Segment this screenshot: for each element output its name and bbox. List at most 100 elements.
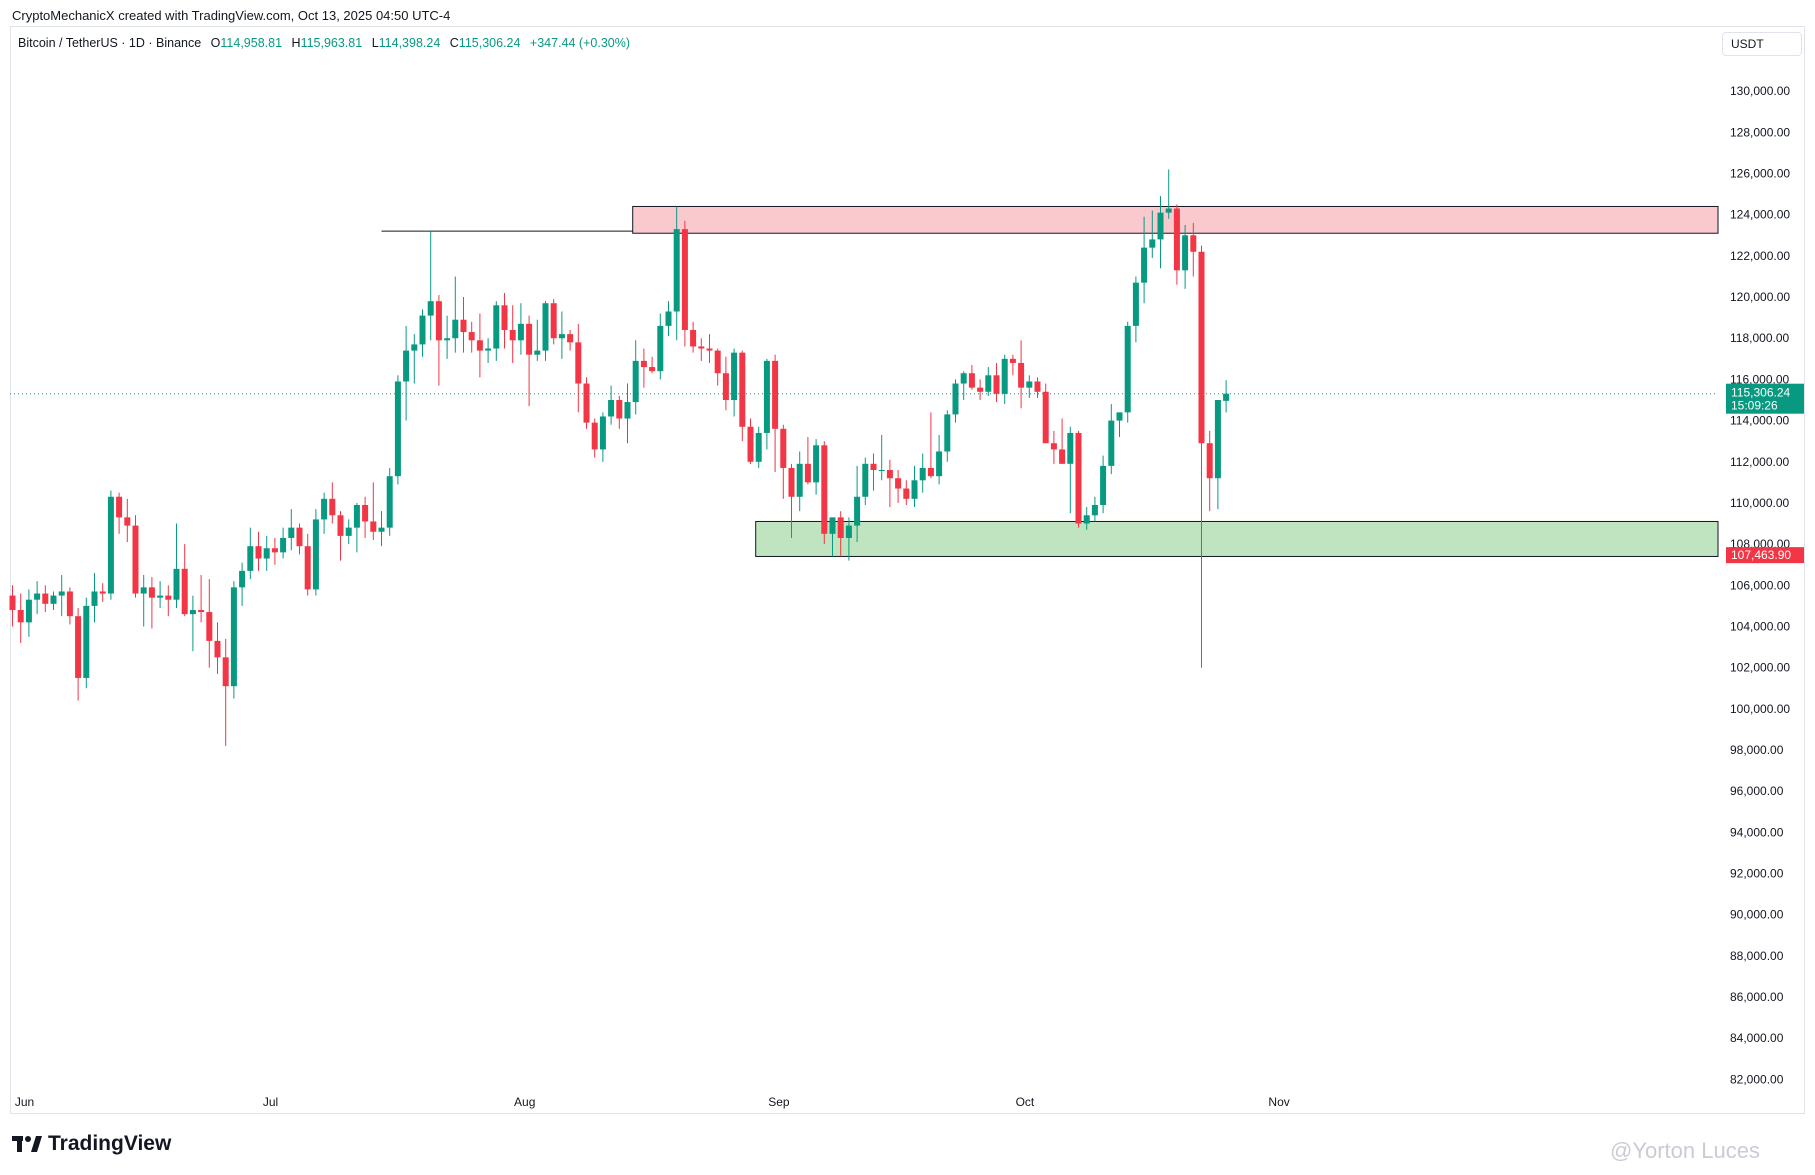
candle-body xyxy=(862,463,869,497)
candle-body xyxy=(1173,208,1180,271)
candle-body xyxy=(189,610,196,615)
candle-body xyxy=(673,229,680,312)
candle-body xyxy=(772,360,779,429)
candle-body xyxy=(706,348,713,351)
candle-body xyxy=(854,496,861,526)
y-tick-label: 122,000.00 xyxy=(1730,249,1790,263)
low-value: 114,398.24 xyxy=(378,36,441,50)
candle-body xyxy=(9,595,16,610)
candle-body xyxy=(944,414,951,452)
candle-body xyxy=(493,305,500,349)
candle-body xyxy=(550,303,557,339)
candle-body xyxy=(665,311,672,326)
candle-body xyxy=(271,548,278,553)
candle-body xyxy=(1116,412,1123,421)
candle-body xyxy=(1091,505,1098,516)
candle-body xyxy=(1042,391,1049,444)
candle-body xyxy=(58,591,65,596)
candle-body xyxy=(91,591,98,606)
tradingview-logo[interactable]: TradingView xyxy=(12,1132,171,1156)
x-tick-label: Nov xyxy=(1268,1095,1289,1109)
y-tick-label: 112,000.00 xyxy=(1730,455,1789,469)
candle-body xyxy=(1018,362,1025,388)
candle-body xyxy=(599,416,606,450)
candle-body xyxy=(567,334,574,343)
candle-body xyxy=(542,303,549,351)
candle-body xyxy=(878,470,885,471)
candle-body xyxy=(321,498,328,520)
y-tick-label: 94,000.00 xyxy=(1730,825,1784,839)
candle-body xyxy=(739,352,746,427)
candle-body xyxy=(288,527,295,538)
candle-body xyxy=(1059,449,1066,464)
candle-body xyxy=(1165,208,1172,213)
candle-body xyxy=(747,426,754,462)
y-tick-label: 96,000.00 xyxy=(1730,784,1784,798)
chart-attribution: CryptoMechanicX created with TradingView… xyxy=(12,8,451,23)
x-tick-label: Aug xyxy=(514,1095,535,1109)
low-price-tag xyxy=(1726,547,1804,564)
candle-body xyxy=(42,593,49,604)
candle-body xyxy=(165,595,172,600)
candle-body xyxy=(1124,325,1131,413)
candle-body xyxy=(75,616,82,678)
candle-body xyxy=(911,480,918,499)
y-tick-label: 102,000.00 xyxy=(1730,661,1790,675)
candle-body xyxy=(927,467,934,477)
high-label: H xyxy=(291,36,301,50)
candle-body xyxy=(247,546,254,571)
candle-body xyxy=(690,330,697,347)
candle-body xyxy=(116,496,123,518)
candle-body xyxy=(181,568,188,615)
candle-body xyxy=(157,595,164,598)
candle-body xyxy=(34,593,41,600)
candle-body xyxy=(632,360,639,403)
y-tick-label: 104,000.00 xyxy=(1730,619,1790,633)
candle-body xyxy=(919,467,926,481)
low-price-value: 107,463.90 xyxy=(1731,548,1791,562)
candle-body xyxy=(50,595,57,604)
candle-body xyxy=(1034,381,1041,392)
low-label: L xyxy=(371,36,379,50)
currency-selector[interactable]: USDT xyxy=(1722,32,1802,56)
candle-body xyxy=(198,610,205,613)
candle-body xyxy=(1108,420,1115,466)
candle-body xyxy=(419,315,426,345)
y-tick-label: 118,000.00 xyxy=(1730,331,1789,345)
change-value: +347.44 (+0.30%) xyxy=(529,36,630,50)
candle-body xyxy=(1001,358,1008,394)
candle-body xyxy=(936,451,943,477)
candle-body xyxy=(337,515,344,536)
candle-body xyxy=(329,498,336,516)
candle-body xyxy=(698,346,705,349)
y-tick-label: 128,000.00 xyxy=(1730,125,1790,139)
y-tick-label: 90,000.00 xyxy=(1730,908,1784,922)
candle-body xyxy=(435,301,442,341)
candle-body xyxy=(345,527,352,536)
candle-body xyxy=(993,375,1000,394)
candle-body xyxy=(501,305,508,330)
candle-body xyxy=(222,657,229,687)
candle-body xyxy=(140,587,147,594)
candle-body xyxy=(722,373,729,400)
candle-body xyxy=(829,517,836,534)
x-tick-label: Jul xyxy=(263,1095,278,1109)
open-label: O xyxy=(210,36,221,50)
candle-body xyxy=(378,527,385,532)
candle-body xyxy=(821,445,828,534)
candle-body xyxy=(591,422,598,450)
x-tick-label: Oct xyxy=(1016,1095,1035,1109)
symbol-name: Bitcoin / TetherUS · 1D · Binance xyxy=(18,36,202,50)
candle-body xyxy=(1132,282,1139,326)
chart-frame xyxy=(10,26,1805,1114)
candle-body xyxy=(903,488,910,499)
candle-body xyxy=(17,610,24,623)
candle-body xyxy=(206,612,213,641)
y-tick-label: 84,000.00 xyxy=(1730,1031,1784,1045)
candle-body xyxy=(370,521,377,532)
candle-body xyxy=(731,352,738,400)
candle-body xyxy=(83,605,90,678)
candle-body xyxy=(403,350,410,382)
candle-body xyxy=(517,323,524,341)
